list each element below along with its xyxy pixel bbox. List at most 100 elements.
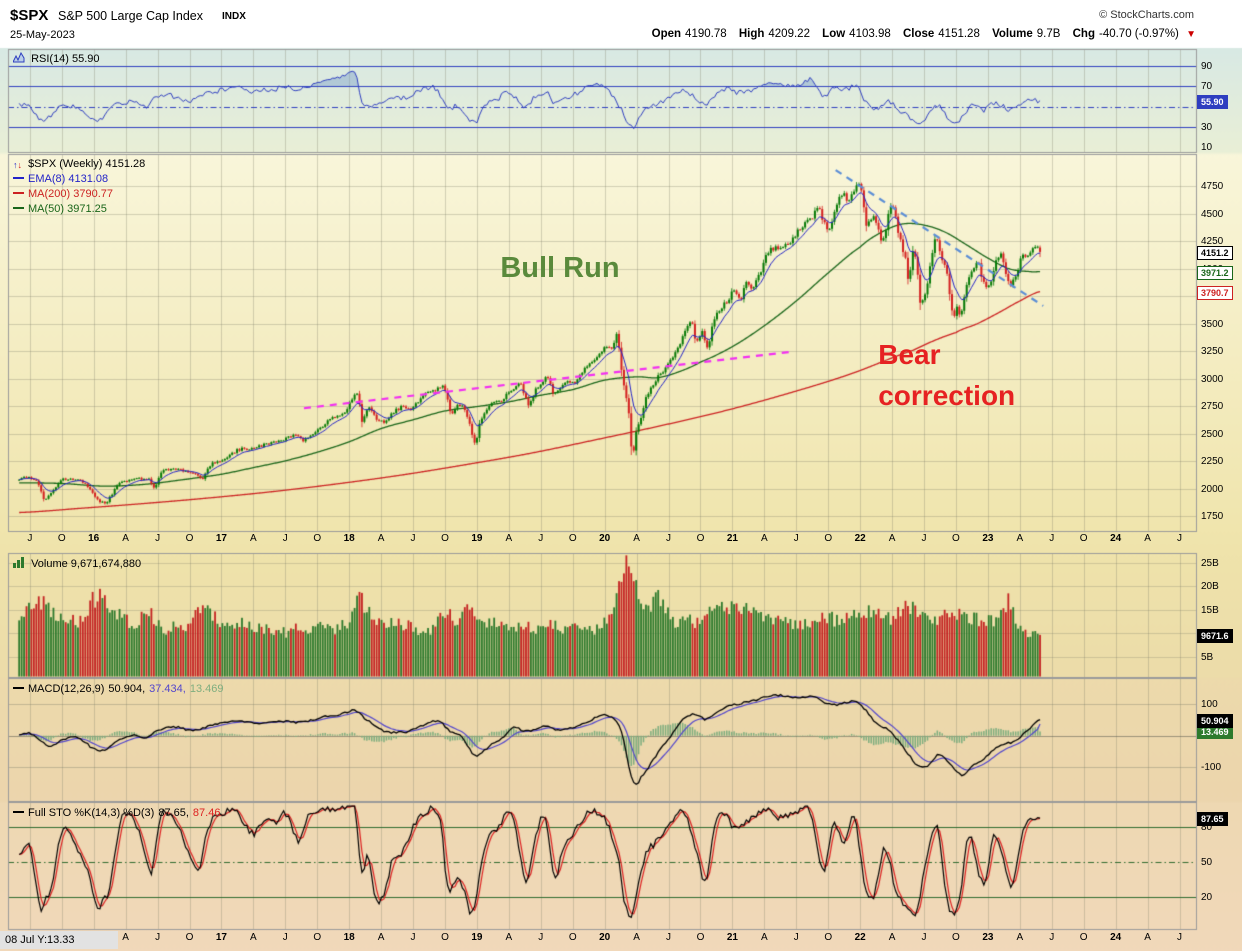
- quote-value: 4209.22: [768, 28, 810, 40]
- rsi-axis-label: 10: [1201, 141, 1213, 153]
- price-legend-ma50-row: MA(50) 3971.25: [13, 203, 145, 218]
- price-axis-label: 3500: [1201, 318, 1224, 330]
- x-tick-label: O: [185, 932, 194, 943]
- price-axis-label: 2750: [1201, 401, 1224, 413]
- x-tick-label: 23: [982, 533, 994, 544]
- x-tick-label: 24: [1110, 932, 1122, 943]
- volume-axis-label: 15B: [1201, 604, 1219, 616]
- sto-axis-label: 50: [1201, 857, 1213, 868]
- price-axis-label: 4750: [1201, 181, 1224, 192]
- price-axis-label: 4250: [1201, 236, 1224, 248]
- price-legend-symbol: $SPX (Weekly) 4151.28: [28, 158, 146, 170]
- x-tick-label: 24: [1110, 533, 1122, 544]
- macd-line-swatch: [13, 687, 24, 689]
- sto-axis-label: 80: [1201, 822, 1213, 834]
- quote-label: Open: [651, 28, 682, 40]
- x-tick-label: J: [793, 932, 799, 943]
- bear-annotation-line1: Bear: [878, 338, 941, 370]
- x-tick-label: A: [1016, 533, 1024, 544]
- x-tick-label: A: [760, 932, 768, 943]
- quote-label: Chg: [1072, 28, 1095, 40]
- quote-chg: Chg -40.70 (-0.97%): [1073, 28, 1179, 40]
- x-tick-label: O: [824, 932, 833, 943]
- bull-run-annotation: Bull Run: [500, 252, 620, 285]
- price-axis-label: 1750: [1201, 511, 1224, 523]
- x-tick-label: 20: [599, 932, 611, 943]
- x-tick-label: J: [155, 932, 161, 943]
- x-tick-label: A: [122, 533, 129, 544]
- rsi-value-tag: 55.90: [1197, 94, 1228, 109]
- macd-value: 50.904,: [108, 683, 146, 695]
- volume-icon: [13, 557, 24, 568]
- chart-type-icon: ↑↓: [13, 160, 22, 170]
- x-tick-label: 23: [982, 932, 994, 943]
- x-tick-label: O: [1079, 533, 1088, 544]
- x-tick-label: J: [1177, 533, 1182, 544]
- x-tick-label: 21: [726, 932, 738, 943]
- volume-value-tag: 9671.6: [1197, 628, 1233, 643]
- x-tick-label: O: [696, 932, 705, 943]
- macd-legend-name: MACD(12,26,9): [28, 683, 105, 695]
- x-tick-label: O: [313, 932, 322, 943]
- x-tick-label: J: [666, 533, 672, 544]
- price-legend-ma200-row: MA(200) 3790.77: [13, 188, 145, 203]
- quote-open: Open 4190.78: [652, 28, 727, 40]
- rsi-icon: [12, 51, 25, 63]
- x-tick-label: J: [921, 533, 927, 544]
- x-tick-label: O: [696, 533, 705, 544]
- quote-volume: Volume 9.7B: [992, 28, 1060, 40]
- macd-signal-value: 37.434,: [149, 683, 186, 695]
- x-tick-label: J: [282, 533, 288, 544]
- x-tick-label: 22: [854, 533, 866, 544]
- price-legend-ma200: MA(200) 3790.77: [28, 188, 113, 200]
- x-tick-label: A: [505, 533, 513, 544]
- macd-hist-value: 13.469: [189, 683, 224, 695]
- quote-label: Low: [822, 28, 846, 40]
- sto-value-tag: 87.65: [1197, 812, 1228, 827]
- quote-label: Close: [902, 28, 935, 40]
- price-legend-symbol-row: ↑↓ $SPX (Weekly) 4151.28: [13, 158, 145, 173]
- price-value-tag: 4151.2: [1197, 245, 1233, 260]
- sto-k-value: 87.65,: [158, 807, 189, 819]
- chart-date: 25-May-2023: [10, 29, 75, 41]
- price-legend-ema-row: EMA(8) 4131.08: [13, 173, 145, 188]
- bear-annotation-line2: correction: [878, 379, 1016, 411]
- x-tick-label: J: [1177, 932, 1182, 943]
- x-tick-label: A: [1144, 932, 1151, 943]
- bear-correction-annotation: Bear correction: [878, 334, 1015, 416]
- x-tick-label: J: [1049, 533, 1055, 544]
- x-tick-label: 19: [471, 533, 483, 544]
- price-legend-ma50: MA(50) 3971.25: [28, 203, 107, 215]
- price-axis-label: 2500: [1201, 428, 1224, 440]
- price-legend: ↑↓ $SPX (Weekly) 4151.28 EMA(8) 4131.08 …: [13, 158, 145, 218]
- x-tick-label: J: [538, 533, 544, 544]
- x-tick-label: A: [250, 932, 257, 943]
- x-tick-label: A: [1016, 932, 1024, 943]
- x-tick-label: 19: [471, 932, 483, 943]
- quote-close: Close 4151.28: [903, 28, 980, 40]
- macd-value-tag: 50.904: [1197, 713, 1233, 728]
- x-tick-label: A: [1144, 533, 1151, 544]
- quote-high: High 4209.22: [739, 28, 810, 40]
- x-tick-label: O: [952, 932, 960, 943]
- price-axis-label: 2250: [1201, 456, 1224, 468]
- x-tick-label: A: [633, 932, 640, 943]
- ma200-line-swatch: [13, 192, 24, 194]
- x-tick-label: J: [538, 932, 544, 943]
- x-tick-label: 17: [215, 533, 227, 544]
- macd-legend: MACD(12,26,9) 50.904, 37.434, 13.469: [13, 683, 223, 695]
- price-axis-label: 3000: [1201, 373, 1224, 385]
- x-tick-label: O: [441, 932, 449, 943]
- x-tick-label: 17: [215, 932, 227, 943]
- price-value-tag: 3971.2: [1197, 265, 1233, 280]
- ma50-line-swatch: [13, 207, 24, 209]
- x-tick-label: 21: [726, 533, 738, 544]
- quote-label: High: [738, 28, 765, 40]
- x-tick-label: J: [282, 932, 288, 943]
- volume-axis-label: 25B: [1201, 557, 1219, 569]
- x-tick-label: O: [1079, 932, 1088, 943]
- price-axis-label: 2000: [1201, 483, 1224, 495]
- rsi-legend-label: RSI(14) 55.90: [31, 53, 100, 65]
